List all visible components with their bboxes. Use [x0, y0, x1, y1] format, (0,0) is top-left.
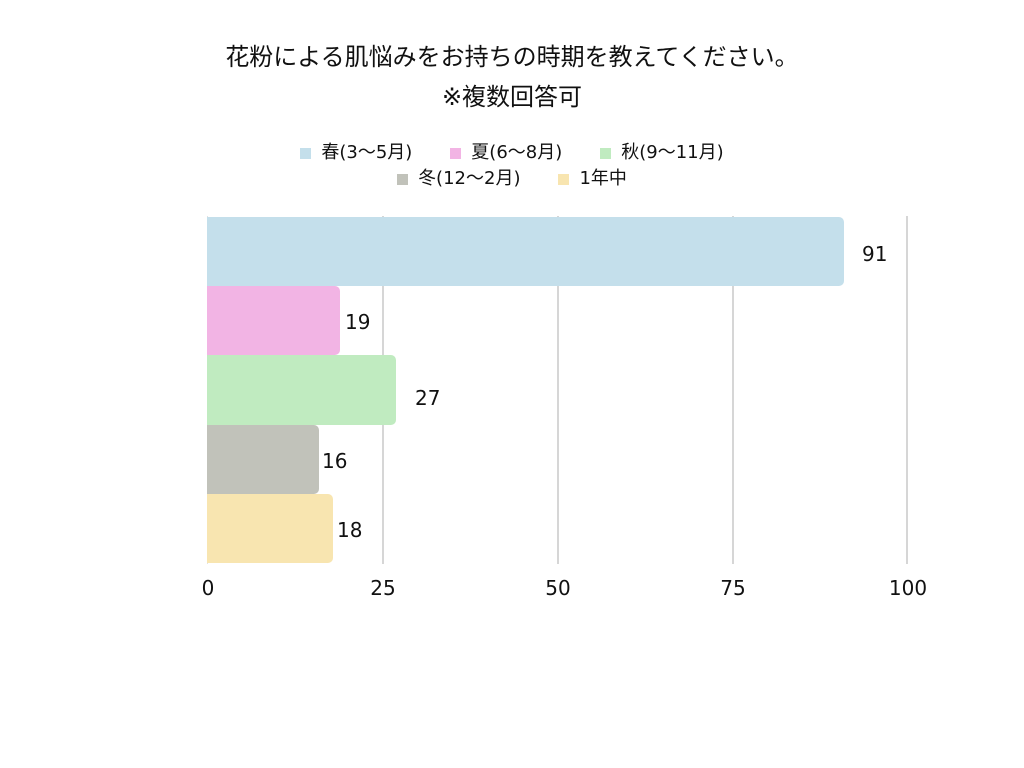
value-label-autumn: 27 [415, 386, 441, 410]
x-tick-75: 75 [720, 576, 746, 600]
bar-summer[interactable] [207, 286, 340, 355]
bar-spring[interactable] [207, 217, 844, 286]
legend-label: 冬(12〜2月) [418, 168, 521, 189]
legend-row-1: 春(3〜5月) 夏(6〜8月) 秋(9〜11月) [0, 140, 1024, 166]
legend-swatch-winter [397, 173, 409, 185]
gridline-50 [557, 216, 559, 564]
bar-all-year[interactable] [207, 494, 333, 563]
legend-swatch-autumn [600, 147, 612, 159]
legend-label: 1年中 [579, 168, 627, 189]
legend-swatch-summer [450, 147, 462, 159]
x-tick-25: 25 [370, 576, 396, 600]
legend-item-winter[interactable]: 冬(12〜2月) [397, 166, 520, 192]
value-label-winter: 16 [322, 449, 348, 473]
chart-title: 花粉による肌悩みをお持ちの時期を教えてください。 [225, 43, 799, 71]
gridline-75 [732, 216, 734, 564]
gridline-100 [906, 216, 908, 564]
legend-item-autumn[interactable]: 秋(9〜11月) [600, 140, 724, 166]
value-label-spring: 91 [862, 242, 888, 266]
legend-item-spring[interactable]: 春(3〜5月) [300, 140, 412, 166]
value-label-summer: 19 [345, 310, 371, 334]
legend-swatch-all-year [558, 173, 570, 185]
legend-label: 春(3〜5月) [321, 142, 413, 163]
legend-item-all-year[interactable]: 1年中 [558, 166, 627, 192]
plot-area: 91 19 27 16 18 [207, 216, 908, 564]
legend-label: 夏(6〜8月) [471, 142, 563, 163]
bar-winter[interactable] [207, 425, 319, 494]
legend-item-summer[interactable]: 夏(6〜8月) [450, 140, 562, 166]
value-label-all-year: 18 [337, 518, 363, 542]
x-tick-50: 50 [545, 576, 571, 600]
bar-autumn[interactable] [207, 355, 396, 425]
chart-subtitle: ※複数回答可 [441, 83, 583, 111]
legend-label: 秋(9〜11月) [621, 142, 724, 163]
legend-row-2: 冬(12〜2月) 1年中 [0, 166, 1024, 192]
x-tick-0: 0 [201, 576, 215, 600]
x-tick-100: 100 [888, 576, 928, 600]
legend-swatch-spring [300, 147, 312, 159]
